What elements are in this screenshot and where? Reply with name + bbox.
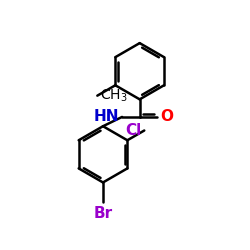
Text: O: O — [160, 109, 173, 124]
Text: CH$_3$: CH$_3$ — [100, 88, 128, 104]
Text: Cl: Cl — [126, 123, 142, 138]
Text: Br: Br — [94, 206, 112, 221]
Text: HN: HN — [94, 109, 120, 124]
